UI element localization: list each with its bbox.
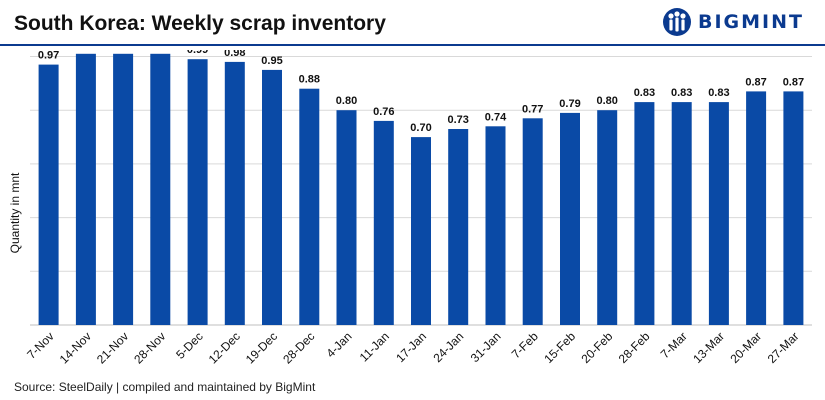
brand-logo: BIGMINT (662, 6, 804, 38)
x-tick-label: 28-Dec (280, 329, 317, 366)
x-tick-label: 7-Nov (24, 329, 57, 362)
x-tick-labels: 7-Nov 14-Nov 21-Nov 28-Nov 5-Dec 12-Dec 19-Dec… (24, 329, 801, 366)
x-tick-label: 19-Dec (243, 329, 280, 366)
bar-20-Mar (746, 91, 767, 326)
value-label: 0.97 (38, 50, 59, 62)
bar-28-Nov (150, 53, 171, 326)
value-label: 0.83 (634, 87, 655, 99)
bar-7-Feb (522, 118, 543, 325)
bar-7-Nov (38, 64, 59, 325)
x-tick-label: 24-Jan (430, 329, 466, 365)
x-tick-label: 7-Feb (509, 329, 541, 361)
value-label: 0.99 (187, 50, 208, 56)
value-label: 0.98 (224, 50, 245, 59)
bar-5-Dec (187, 59, 208, 325)
x-tick-label: 31-Jan (468, 329, 504, 365)
bar-20-Feb (597, 110, 618, 325)
value-label: 0.70 (410, 122, 431, 134)
x-tick-label: 4-Jan (323, 329, 354, 360)
bar-11-Jan (373, 120, 394, 326)
bar-12-Dec (224, 61, 245, 326)
x-tick-label: 27-Mar (765, 329, 802, 366)
bar-13-Mar (708, 102, 729, 325)
bar-14-Nov (75, 53, 96, 326)
brand-name: BIGMINT (698, 11, 804, 33)
value-label: 0.73 (447, 114, 468, 126)
bar-chart: 0.97 1.01 1.01 1.01 0.99 0.98 0.95 0.88 0.80 0.76… (8, 50, 812, 366)
value-label: 0.87 (745, 76, 766, 88)
x-tick-label: 20-Mar (727, 329, 764, 366)
value-label: 0.74 (485, 111, 507, 123)
value-label: 0.77 (522, 103, 543, 115)
value-label: 0.87 (783, 76, 804, 88)
y-axis-label: Quantity in mnt (8, 172, 22, 253)
value-label: 0.88 (299, 74, 320, 86)
x-tick-label: 7-Mar (658, 329, 690, 361)
x-tick-label: 11-Jan (357, 329, 392, 364)
bar-19-Dec (262, 69, 282, 326)
value-label: 1.01 (150, 50, 171, 51)
x-tick-label: 5-Dec (173, 329, 206, 362)
page-title: South Korea: Weekly scrap inventory (14, 12, 386, 35)
value-label: 1.01 (112, 50, 133, 51)
x-tick-label: 21-Nov (94, 329, 131, 366)
x-tick-label: 20-Feb (579, 329, 616, 366)
bar-4-Jan (336, 110, 357, 325)
value-label: 0.80 (596, 95, 617, 107)
value-label: 1.01 (75, 50, 96, 51)
bar-28-Dec (299, 88, 320, 325)
x-tick-label: 13-Mar (690, 329, 727, 366)
value-label: 0.95 (261, 55, 282, 67)
source-note: Source: SteelDaily | compiled and mainta… (14, 380, 316, 394)
x-tick-label: 15-Feb (541, 329, 578, 366)
bar-7-Mar (671, 102, 692, 325)
bar-24-Jan (448, 129, 469, 325)
bigmint-logo-icon (663, 8, 691, 36)
bar-series (38, 53, 804, 326)
header: South Korea: Weekly scrap inventory BIGM… (0, 0, 825, 44)
value-label: 0.83 (708, 87, 729, 99)
bar-17-Jan (411, 137, 431, 325)
bar-31-Jan (485, 126, 506, 325)
value-label: 0.80 (336, 95, 357, 107)
bar-15-Feb (560, 112, 580, 326)
bar-28-Feb (634, 102, 655, 325)
value-labels: 0.97 1.01 1.01 1.01 0.99 0.98 0.95 0.88 0.80 0.76… (38, 50, 804, 134)
value-label: 0.79 (559, 98, 580, 110)
header-divider (0, 44, 825, 46)
x-tick-label: 12-Dec (206, 329, 243, 366)
bar-21-Nov (113, 53, 134, 326)
x-tick-label: 28-Nov (131, 329, 168, 366)
value-label: 0.76 (373, 106, 394, 118)
x-tick-label: 17-Jan (393, 329, 429, 365)
bar-27-Mar (783, 91, 804, 326)
x-tick-label: 14-Nov (57, 329, 94, 366)
value-label: 0.83 (671, 87, 692, 99)
x-tick-label: 28-Feb (616, 329, 653, 366)
